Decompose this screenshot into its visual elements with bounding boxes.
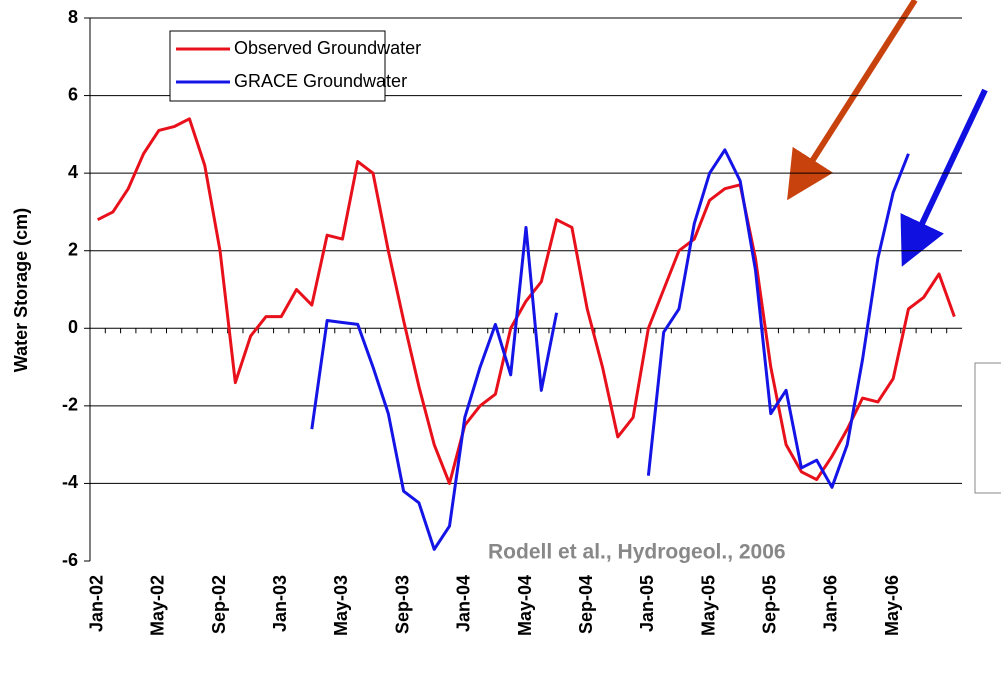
x-tick-label: May-05 bbox=[698, 575, 718, 636]
x-tick-label: May-03 bbox=[331, 575, 351, 636]
x-tick-label: May-06 bbox=[882, 575, 902, 636]
series-line bbox=[310, 225, 559, 551]
y-tick-label: -2 bbox=[62, 395, 78, 415]
x-tick-label: Sep-04 bbox=[576, 575, 596, 634]
y-tick-label: 0 bbox=[68, 317, 78, 337]
x-tick-label: Jan-03 bbox=[270, 575, 290, 632]
y-tick-label: 6 bbox=[68, 84, 78, 104]
legend-box bbox=[169, 30, 386, 102]
arrow bbox=[900, 88, 988, 267]
y-tick-label: -6 bbox=[62, 550, 78, 570]
series-line bbox=[646, 148, 910, 489]
x-tick-label: Sep-05 bbox=[760, 575, 780, 634]
arrow bbox=[787, 0, 918, 201]
annotation: Rodell et al., Hydrogeol., 2006 bbox=[488, 541, 786, 564]
x-tick-label: Jan-05 bbox=[637, 575, 657, 632]
x-tick-label: Sep-02 bbox=[209, 575, 229, 634]
y-tick-label: 4 bbox=[68, 162, 78, 182]
x-tick-label: May-04 bbox=[515, 575, 535, 636]
y-tick-label: -4 bbox=[62, 472, 78, 492]
x-tick-label: Jan-02 bbox=[86, 575, 106, 632]
series-line bbox=[96, 117, 956, 485]
y-axis-label: Water Storage (cm) bbox=[11, 208, 31, 372]
partial-box bbox=[974, 362, 1001, 494]
legend-label: Observed Groundwater bbox=[234, 38, 421, 58]
x-tick-label: May-02 bbox=[148, 575, 168, 636]
x-tick-label: Sep-03 bbox=[392, 575, 412, 634]
x-tick-label: Jan-06 bbox=[821, 575, 841, 632]
legend-label: GRACE Groundwater bbox=[234, 71, 407, 91]
y-tick-label: 2 bbox=[68, 239, 78, 259]
y-tick-label: 8 bbox=[68, 7, 78, 27]
x-tick-label: Jan-04 bbox=[454, 575, 474, 632]
